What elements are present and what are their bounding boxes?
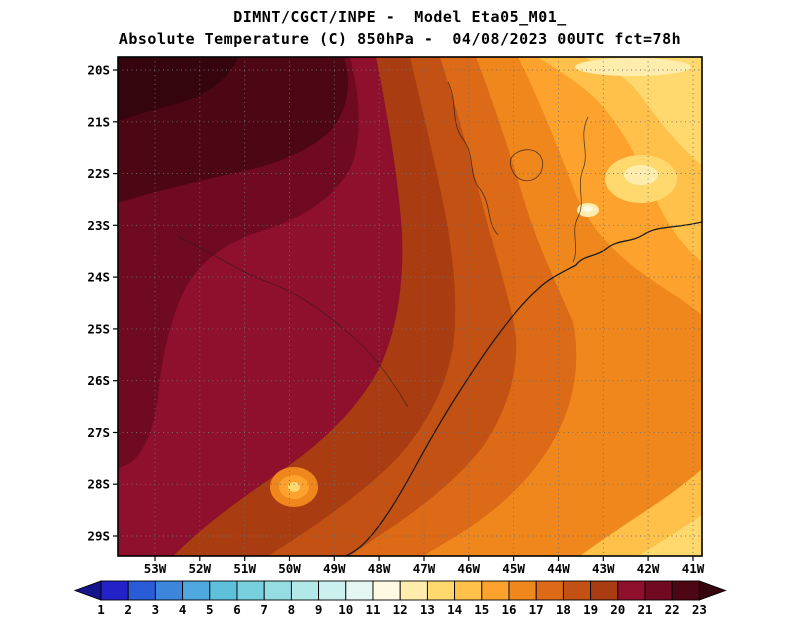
lon-label: 49W — [323, 561, 346, 576]
colorbar-tick-label: 15 — [474, 602, 489, 617]
colorbar-cell — [154, 580, 184, 601]
colorbar-tick-label: 12 — [393, 602, 408, 617]
colorbar-cell — [644, 580, 673, 601]
lat-label: 29S — [87, 529, 110, 544]
lon-label: 45W — [502, 561, 525, 576]
lat-label: 21S — [87, 114, 110, 129]
lat-label: 22S — [87, 166, 110, 181]
colorbar-right-arrow — [698, 580, 727, 601]
colorbar-tick-label: 23 — [692, 602, 707, 617]
lon-label: 51W — [233, 561, 256, 576]
colorbar-tick-label: 13 — [420, 602, 435, 617]
colorbar-cell — [481, 580, 510, 601]
lat-label: 20S — [87, 63, 110, 78]
colorbar-cell — [508, 580, 537, 601]
colorbar-cell — [345, 580, 374, 601]
lon-label: 47W — [413, 561, 436, 576]
lat-label: 25S — [87, 321, 110, 336]
lon-label: 44W — [547, 561, 570, 576]
lon-label: 42W — [637, 561, 660, 576]
colorbar-cell — [590, 580, 619, 601]
colorbar-tick-label: 20 — [610, 602, 625, 617]
temperature-field — [118, 57, 702, 556]
colorbar-tick-label: 2 — [124, 602, 132, 617]
lon-label: 46W — [458, 561, 481, 576]
colorbar-cell — [209, 580, 238, 601]
colorbar-cell — [290, 580, 320, 601]
lon-label: 50W — [278, 561, 301, 576]
lat-label: 27S — [87, 425, 110, 440]
colorbar-cell — [182, 580, 211, 601]
colorbar-tick-label: 3 — [152, 602, 160, 617]
colorbar-cell — [671, 580, 700, 601]
coastline-borders — [177, 81, 702, 556]
border-blob — [509, 149, 544, 182]
colorbar-cell — [617, 580, 646, 601]
lon-label: 48W — [368, 561, 391, 576]
colorbar-cell — [454, 580, 483, 601]
colorbar-cell — [236, 580, 265, 601]
lon-label: 41W — [682, 561, 705, 576]
lon-label: 52W — [189, 561, 212, 576]
colorbar-cell — [372, 580, 401, 601]
colorbar-tick-label: 18 — [556, 602, 571, 617]
lat-label: 23S — [87, 218, 110, 233]
colorbar-tick-label: 1 — [97, 602, 105, 617]
colorbar-tick-label: 7 — [260, 602, 268, 617]
border-line — [447, 81, 499, 236]
colorbar-cell — [127, 580, 156, 601]
title-line1: DIMNT/CGCT/INPE - Model Eta05_M01_ — [233, 8, 567, 26]
border-line — [572, 116, 589, 263]
lat-label: 28S — [87, 477, 110, 492]
colorbar-tick-label: 9 — [315, 602, 323, 617]
colorbar-cell — [263, 580, 292, 601]
colorbar-tick-label: 17 — [529, 602, 544, 617]
colorbar-cell — [318, 580, 347, 601]
colorbar-tick-label: 19 — [583, 602, 598, 617]
colorbar-left-arrow — [73, 580, 102, 601]
colorbar-tick-label: 4 — [179, 602, 187, 617]
lat-label: 26S — [87, 373, 110, 388]
colorbar-cell — [426, 580, 456, 601]
colorbar-cell — [100, 580, 129, 601]
title-line2: Absolute Temperature (C) 850hPa - 04/08/… — [118, 30, 682, 48]
colorbar-cell — [535, 580, 564, 601]
axis-ticks — [113, 69, 694, 561]
colorbar: 1 2 3 4 5 6 7 8 9 10 11 12 13 14 15 16 17 18 19 20 21 22 23 — [73, 580, 727, 617]
lon-label: 53W — [144, 561, 167, 576]
plot-titles: DIMNT/CGCT/INPE - Model Eta05_M01_ Absol… — [75, 8, 725, 48]
colorbar-tick-label: 11 — [365, 602, 380, 617]
colorbar-cell — [562, 580, 592, 601]
colorbar-tick-label: 22 — [665, 602, 680, 617]
colorbar-tick-label: 21 — [637, 602, 652, 617]
colorbar-tick-label: 6 — [233, 602, 241, 617]
colorbar-tick-label: 8 — [288, 602, 296, 617]
colorbar-tick-label: 10 — [338, 602, 353, 617]
border-line — [177, 236, 409, 408]
colorbar-cell — [399, 580, 428, 601]
lon-label: 43W — [592, 561, 615, 576]
coastline-path — [345, 221, 702, 556]
latlon-grid — [118, 57, 702, 556]
colorbar-tick-label: 14 — [447, 602, 462, 617]
lat-label: 24S — [87, 270, 110, 285]
axis-labels: 53W 52W 51W 50W 49W 48W 47W 46W 45W 44W 43W 42W 41W 2… — [87, 63, 704, 577]
colorbar-tick-label: 16 — [501, 602, 516, 617]
colorbar-tick-label: 5 — [206, 602, 214, 617]
map-frame — [117, 56, 703, 557]
